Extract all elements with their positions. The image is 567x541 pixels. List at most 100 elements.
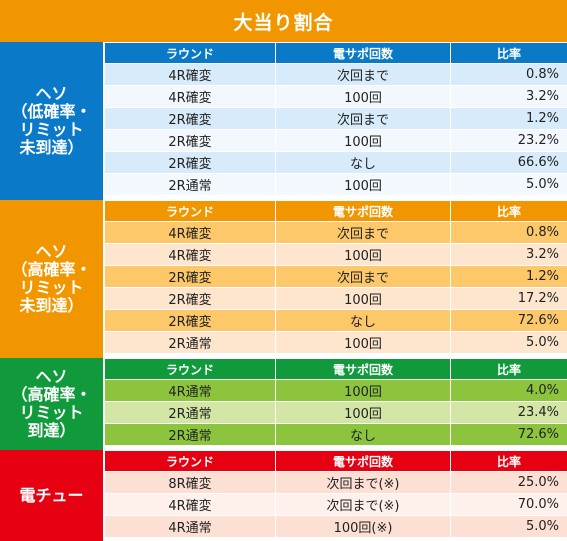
table-row: 4R確変 100回 3.2% xyxy=(104,85,567,108)
header-row: ラウンド 電サポ回数 比率 xyxy=(104,42,567,64)
table-row: 2R通常 100回 5.0% xyxy=(104,173,567,196)
table-row: 4R確変 100回 3.2% xyxy=(104,243,567,266)
cell-support: 100回(※) xyxy=(275,515,451,538)
header-row: ラウンド 電サポ回数 比率 xyxy=(104,200,567,222)
cell-ratio: 5.0% xyxy=(450,173,567,196)
section-heso-high-reached: ヘソ （高確率・ リミット 到達） ラウンド 電サポ回数 比率 4R通常 100… xyxy=(0,358,567,450)
cell-round: 2R確変 xyxy=(104,129,276,152)
section-table: ラウンド 電サポ回数 比率 4R確変 次回まで 0.8% 4R確変 100回 3… xyxy=(104,200,567,354)
cell-ratio: 3.2% xyxy=(450,85,567,108)
header-round: ラウンド xyxy=(104,450,276,472)
cell-round: 2R通常 xyxy=(104,423,276,446)
cell-ratio: 4.0% xyxy=(450,379,567,402)
section-label: ヘソ （高確率・ リミット 到達） xyxy=(0,358,104,450)
cell-round: 4R通常 xyxy=(104,515,276,538)
header-row: ラウンド 電サポ回数 比率 xyxy=(104,358,567,380)
section-denchu: 電チュー ラウンド 電サポ回数 比率 8R確変 次回まで(※) 25.0% 4R… xyxy=(0,450,567,541)
cell-ratio: 72.6% xyxy=(450,423,567,446)
header-round: ラウンド xyxy=(104,42,276,64)
cell-round: 2R確変 xyxy=(104,107,276,130)
cell-ratio: 25.0% xyxy=(450,471,567,494)
cell-round: 8R確変 xyxy=(104,471,276,494)
table-row: 2R確変 100回 23.2% xyxy=(104,129,567,152)
cell-round: 2R確変 xyxy=(104,151,276,174)
cell-support: 100回 xyxy=(275,85,451,108)
section-heso-high-not-reached: ヘソ （高確率・ リミット 未到達） ラウンド 電サポ回数 比率 4R確変 次回… xyxy=(0,200,567,358)
table-row: 4R通常 100回(※) 5.0% xyxy=(104,515,567,538)
header-ratio: 比率 xyxy=(450,200,567,222)
cell-support: 100回 xyxy=(275,287,451,310)
header-round: ラウンド xyxy=(104,358,276,380)
cell-ratio: 72.6% xyxy=(450,309,567,332)
cell-ratio: 5.0% xyxy=(450,331,567,354)
cell-round: 2R通常 xyxy=(104,173,276,196)
cell-ratio: 1.2% xyxy=(450,265,567,288)
cell-round: 2R確変 xyxy=(104,265,276,288)
cell-support: なし xyxy=(275,309,451,332)
table-row: 2R通常 100回 5.0% xyxy=(104,331,567,354)
cell-support: なし xyxy=(275,151,451,174)
cell-support: 次回まで xyxy=(275,63,451,86)
header-ratio: 比率 xyxy=(450,42,567,64)
cell-support: 100回 xyxy=(275,173,451,196)
table-row: 4R確変 次回まで 0.8% xyxy=(104,63,567,86)
table-row: 2R通常 なし 72.6% xyxy=(104,423,567,446)
cell-ratio: 0.8% xyxy=(450,221,567,244)
table-row: 2R確変 次回まで 1.2% xyxy=(104,265,567,288)
section-label: ヘソ （低確率・ リミット 未到達） xyxy=(0,42,104,200)
cell-ratio: 0.8% xyxy=(450,63,567,86)
header-support-count: 電サポ回数 xyxy=(275,450,451,472)
cell-round: 4R確変 xyxy=(104,85,276,108)
cell-round: 2R通常 xyxy=(104,331,276,354)
cell-support: 100回 xyxy=(275,331,451,354)
cell-support: 次回まで(※) xyxy=(275,471,451,494)
cell-round: 2R通常 xyxy=(104,401,276,424)
cell-support: なし xyxy=(275,423,451,446)
table-row: 4R確変 次回まで(※) 70.0% xyxy=(104,493,567,516)
table-row: 8R確変 次回まで(※) 25.0% xyxy=(104,471,567,494)
cell-support: 次回まで(※) xyxy=(275,493,451,516)
cell-ratio: 3.2% xyxy=(450,243,567,266)
cell-ratio: 23.2% xyxy=(450,129,567,152)
header-ratio: 比率 xyxy=(450,450,567,472)
table-row: 2R確変 次回まで 1.2% xyxy=(104,107,567,130)
cell-round: 2R確変 xyxy=(104,309,276,332)
header-support-count: 電サポ回数 xyxy=(275,358,451,380)
cell-support: 100回 xyxy=(275,379,451,402)
header-row: ラウンド 電サポ回数 比率 xyxy=(104,450,567,472)
cell-round: 4R確変 xyxy=(104,493,276,516)
cell-support: 次回まで xyxy=(275,221,451,244)
cell-ratio: 23.4% xyxy=(450,401,567,424)
section-table: ラウンド 電サポ回数 比率 4R通常 100回 4.0% 2R通常 100回 2… xyxy=(104,358,567,446)
header-ratio: 比率 xyxy=(450,358,567,380)
cell-support: 100回 xyxy=(275,243,451,266)
cell-ratio: 5.0% xyxy=(450,515,567,538)
cell-ratio: 1.2% xyxy=(450,107,567,130)
table-row: 4R通常 100回 4.0% xyxy=(104,379,567,402)
table-row: 2R確変 なし 72.6% xyxy=(104,309,567,332)
table-row: 2R通常 100回 23.4% xyxy=(104,401,567,424)
header-support-count: 電サポ回数 xyxy=(275,42,451,64)
section-label: 電チュー xyxy=(0,450,104,541)
section-table: ラウンド 電サポ回数 比率 8R確変 次回まで(※) 25.0% 4R確変 次回… xyxy=(104,450,567,538)
table-row: 2R確変 100回 17.2% xyxy=(104,287,567,310)
header-round: ラウンド xyxy=(104,200,276,222)
cell-support: 100回 xyxy=(275,129,451,152)
cell-round: 4R通常 xyxy=(104,379,276,402)
section-label: ヘソ （高確率・ リミット 未到達） xyxy=(0,200,104,358)
cell-round: 4R確変 xyxy=(104,243,276,266)
header-support-count: 電サポ回数 xyxy=(275,200,451,222)
cell-support: 100回 xyxy=(275,401,451,424)
cell-ratio: 66.6% xyxy=(450,151,567,174)
cell-ratio: 70.0% xyxy=(450,493,567,516)
cell-ratio: 17.2% xyxy=(450,287,567,310)
table-title: 大当り割合 xyxy=(0,0,567,42)
cell-support: 次回まで xyxy=(275,107,451,130)
table-row: 4R確変 次回まで 0.8% xyxy=(104,221,567,244)
cell-round: 2R確変 xyxy=(104,287,276,310)
cell-support: 次回まで xyxy=(275,265,451,288)
cell-round: 4R確変 xyxy=(104,63,276,86)
table-row: 2R確変 なし 66.6% xyxy=(104,151,567,174)
cell-round: 4R確変 xyxy=(104,221,276,244)
section-heso-low-not-reached: ヘソ （低確率・ リミット 未到達） ラウンド 電サポ回数 比率 4R確変 次回… xyxy=(0,42,567,200)
